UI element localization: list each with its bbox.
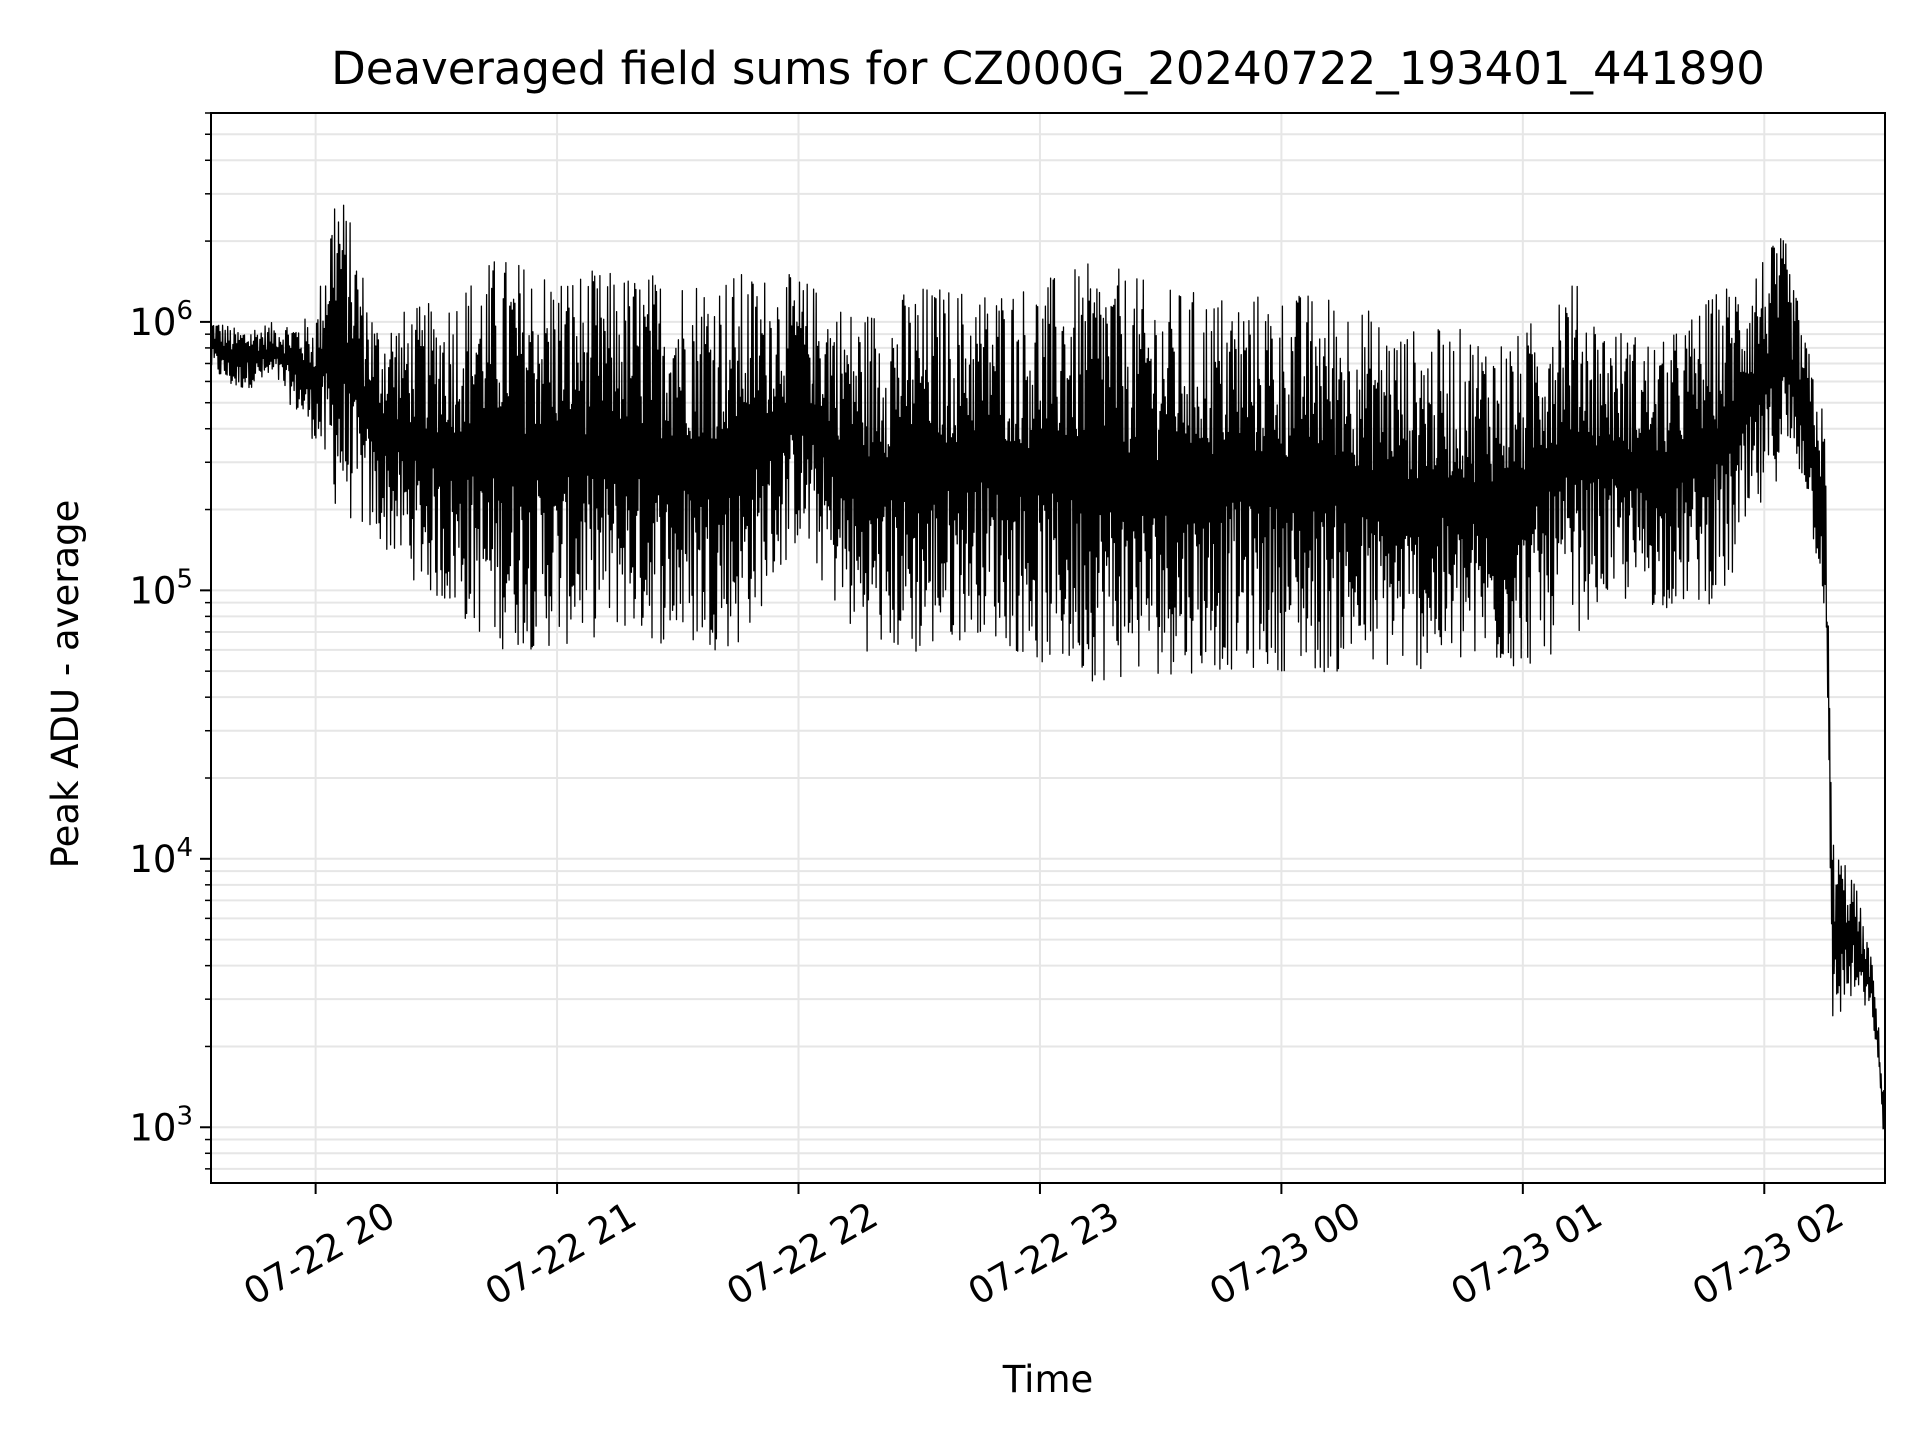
y-tick-exponent: 5 — [176, 564, 193, 594]
y-tick-base: 10 — [129, 1106, 176, 1149]
y-tick-label: 105 — [129, 564, 193, 612]
y-tick-label: 106 — [129, 296, 193, 344]
x-axis-label: Time — [1002, 1358, 1094, 1401]
y-tick-label: 103 — [129, 1101, 193, 1149]
series-line — [210, 204, 1886, 1130]
plot-frame — [210, 112, 1886, 1184]
y-axis-label: Peak ADU - average — [44, 500, 87, 869]
y-tick-label: 104 — [129, 833, 193, 881]
y-tick-base: 10 — [129, 301, 176, 344]
y-tick-exponent: 3 — [176, 1101, 193, 1131]
y-tick-base: 10 — [129, 838, 176, 881]
chart-title: Deaveraged field sums for CZ000G_2024072… — [331, 42, 1765, 95]
data-series — [210, 204, 1886, 1130]
y-tick-exponent: 4 — [176, 833, 193, 863]
y-tick-exponent: 6 — [176, 296, 193, 326]
y-tick-base: 10 — [129, 569, 176, 612]
grid-lines — [211, 112, 1885, 1183]
